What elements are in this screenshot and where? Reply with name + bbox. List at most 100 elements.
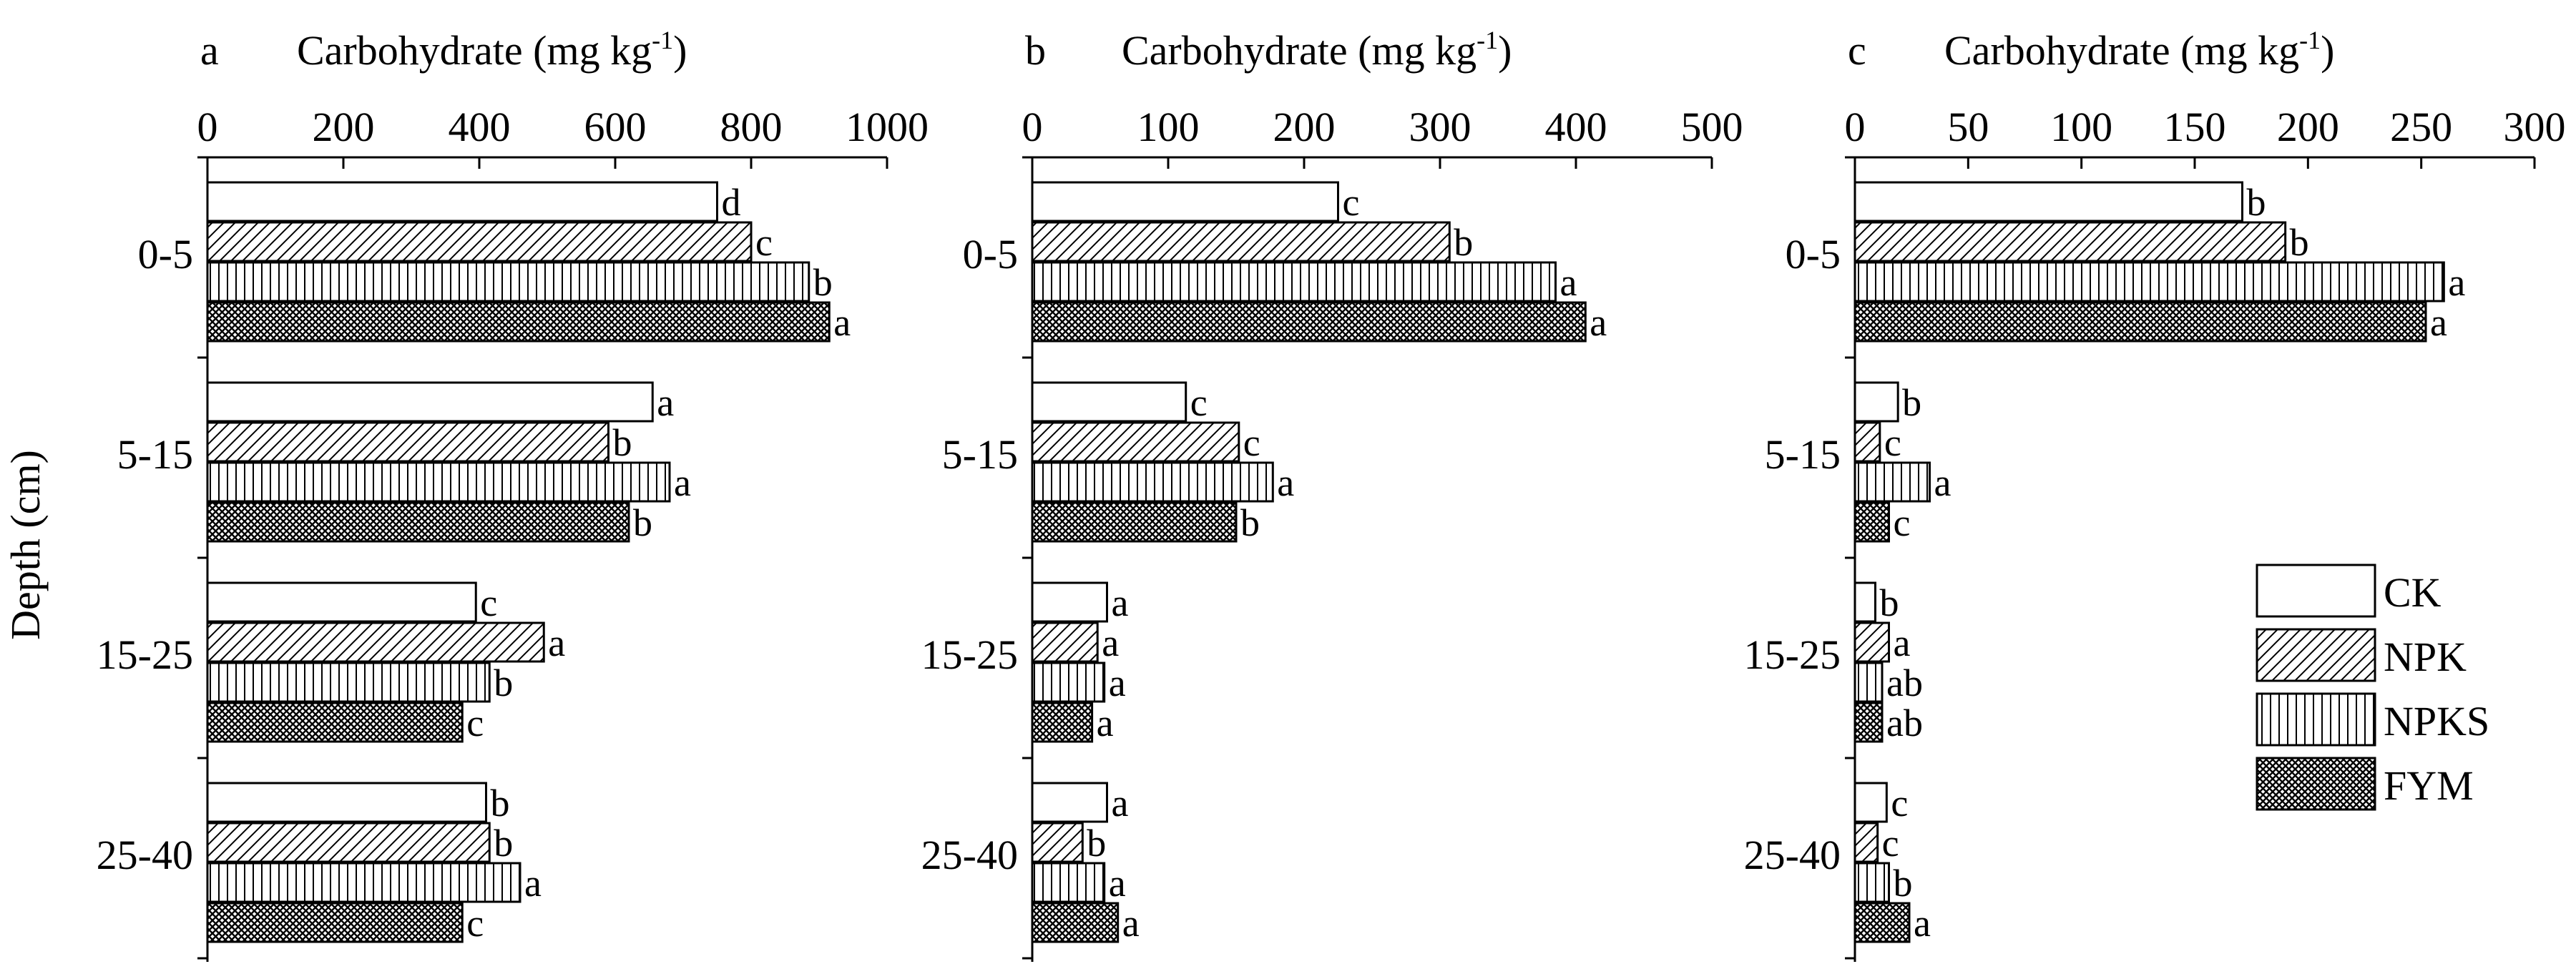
bar-fym bbox=[206, 902, 464, 943]
legend-swatch-npk bbox=[2256, 628, 2376, 682]
bar-ck bbox=[1031, 581, 1108, 623]
bar-fym bbox=[206, 501, 630, 543]
legend: CK NPK NPKS FYM bbox=[2256, 564, 2489, 811]
x-tick-label: 100 bbox=[1137, 104, 1200, 150]
x-tick-label: 300 bbox=[1409, 104, 1471, 150]
bar-npk bbox=[206, 621, 545, 663]
bar-fym bbox=[206, 301, 831, 343]
bar-npk bbox=[206, 221, 753, 262]
significance-label: b bbox=[494, 822, 513, 865]
significance-label: a bbox=[833, 301, 851, 344]
x-tick-label: 250 bbox=[2390, 104, 2452, 150]
significance-label: a bbox=[2448, 261, 2465, 304]
bar-npks bbox=[1031, 261, 1557, 302]
significance-label: c bbox=[1343, 181, 1360, 224]
x-tick-label: 400 bbox=[449, 104, 511, 150]
bar-npks bbox=[206, 261, 810, 302]
bar-ck bbox=[1853, 381, 1899, 423]
x-tick-label: 0 bbox=[1845, 104, 1866, 150]
bar-npk bbox=[1031, 221, 1451, 262]
bar-ck bbox=[1853, 782, 1888, 823]
bar-fym bbox=[1853, 702, 1884, 743]
legend-swatch-fym bbox=[2256, 757, 2376, 811]
significance-label: b bbox=[613, 421, 632, 464]
x-tick-label: 0 bbox=[1022, 104, 1043, 150]
significance-label: a bbox=[657, 381, 674, 424]
bar-npk bbox=[1853, 822, 1879, 863]
bar-npk bbox=[1853, 621, 1890, 663]
bar-ck bbox=[1853, 581, 1876, 623]
category-label: 15-25 bbox=[921, 631, 1018, 678]
significance-label: b bbox=[2247, 181, 2266, 224]
significance-label: c bbox=[466, 702, 484, 744]
bar-npks bbox=[206, 661, 491, 703]
significance-label: b bbox=[491, 782, 510, 825]
legend-swatch-npks bbox=[2256, 692, 2376, 747]
significance-label: a bbox=[1112, 782, 1129, 825]
x-tick-label: 150 bbox=[2164, 104, 2226, 150]
significance-label: b bbox=[1894, 862, 1913, 905]
category-label: 5-15 bbox=[942, 431, 1018, 478]
category-label: 0-5 bbox=[138, 231, 193, 277]
significance-label: b bbox=[1087, 822, 1106, 865]
bar-ck bbox=[206, 581, 477, 623]
bar-npks bbox=[1031, 661, 1106, 703]
panel-letter: c bbox=[1848, 27, 1866, 74]
bar-npk bbox=[1031, 421, 1240, 463]
x-tick-label: 200 bbox=[313, 104, 375, 150]
significance-label: a bbox=[1560, 261, 1577, 304]
significance-label: c bbox=[1891, 782, 1908, 825]
x-tick-label: 200 bbox=[1273, 104, 1336, 150]
panel-a: a Carbohydrate (mg kg-1) 0 200 400 600 800 1000… bbox=[97, 26, 929, 962]
significance-label: a bbox=[524, 862, 542, 905]
significance-label: a bbox=[1097, 702, 1114, 744]
bar-ck bbox=[206, 181, 718, 222]
x-tick-label: 800 bbox=[720, 104, 783, 150]
significance-label: a bbox=[1102, 621, 1119, 664]
significance-label: ab bbox=[1886, 702, 1923, 744]
significance-label: c bbox=[1190, 381, 1208, 424]
significance-label: d bbox=[722, 181, 741, 224]
bar-fym bbox=[1853, 501, 1890, 543]
significance-label: a bbox=[1112, 581, 1129, 624]
significance-label: c bbox=[1243, 421, 1260, 464]
category-label: 25-40 bbox=[97, 832, 193, 878]
category-label: 25-40 bbox=[921, 832, 1018, 878]
bar-npk bbox=[1031, 822, 1084, 863]
significance-label: b bbox=[1240, 501, 1260, 544]
significance-label: a bbox=[1109, 862, 1126, 905]
category-label: 15-25 bbox=[97, 631, 193, 678]
x-tick-label: 500 bbox=[1681, 104, 1743, 150]
category-label: 5-15 bbox=[117, 431, 193, 478]
bar-npk bbox=[1853, 221, 2287, 262]
bar-npks bbox=[1031, 461, 1274, 503]
significance-label: a bbox=[548, 621, 565, 664]
bar-npks bbox=[1031, 862, 1106, 903]
bar-npks bbox=[206, 461, 671, 503]
x-tick-label: 300 bbox=[2504, 104, 2566, 150]
bar-npk bbox=[206, 421, 609, 463]
significance-label: a bbox=[674, 461, 691, 504]
significance-label: c bbox=[480, 581, 497, 624]
bar-ck bbox=[206, 782, 487, 823]
bar-fym bbox=[1031, 902, 1120, 943]
significance-label: b bbox=[1454, 221, 1473, 264]
category-label: 0-5 bbox=[1786, 231, 1841, 277]
significance-label: a bbox=[1914, 902, 1931, 945]
category-label: 15-25 bbox=[1744, 631, 1841, 678]
significance-label: c bbox=[1882, 822, 1899, 865]
x-tick-label: 100 bbox=[2050, 104, 2112, 150]
significance-label: a bbox=[1109, 661, 1126, 704]
bar-ck bbox=[1853, 181, 2243, 222]
legend-label: NPK bbox=[2384, 634, 2467, 680]
significance-label: b bbox=[633, 501, 652, 544]
legend-swatch-ck bbox=[2256, 564, 2376, 618]
panel-letter: b bbox=[1025, 27, 1046, 74]
legend-label: NPKS bbox=[2384, 698, 2489, 744]
x-tick-label: 400 bbox=[1545, 104, 1607, 150]
x-tick-label: 200 bbox=[2277, 104, 2339, 150]
panels: a Carbohydrate (mg kg-1)0 200 400 600 800 1000… bbox=[97, 26, 2566, 962]
x-tick-label: 1000 bbox=[846, 104, 929, 150]
bar-fym bbox=[1031, 301, 1587, 343]
bar-npks bbox=[1853, 261, 2445, 302]
